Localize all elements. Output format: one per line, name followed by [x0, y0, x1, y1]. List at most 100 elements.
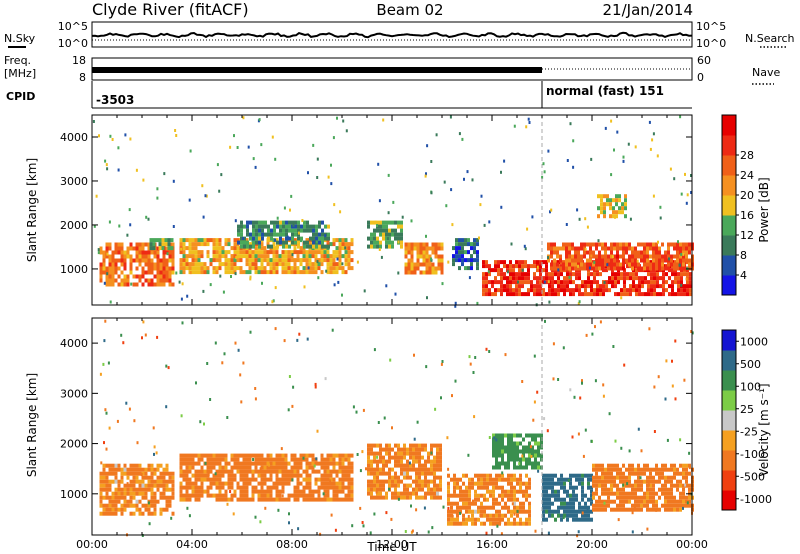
- power-speckle: [105, 163, 108, 167]
- power-speckle: [597, 239, 600, 243]
- power-cell: [500, 284, 503, 289]
- power-cell: [111, 266, 115, 271]
- power-cell: [688, 246, 691, 251]
- power-cell: [159, 278, 163, 283]
- velocity-speckle: [648, 327, 651, 331]
- velocity-cell: [525, 517, 528, 522]
- velocity-speckle: [214, 472, 217, 476]
- velocity-cell: [406, 467, 409, 472]
- velocity-cell: [132, 503, 136, 508]
- power-cell: [123, 266, 127, 271]
- velocity-cell: [595, 503, 598, 508]
- power-cell: [251, 254, 255, 259]
- velocity-cell: [144, 475, 148, 480]
- velocity-cell: [281, 489, 285, 494]
- power-cell: [577, 262, 580, 267]
- velocity-cell: [542, 473, 545, 478]
- velocity-cell: [272, 497, 276, 502]
- velocity-cell: [447, 493, 450, 498]
- power-cell: [560, 280, 563, 285]
- velocity-cell: [628, 495, 631, 500]
- velocity-cell: [326, 461, 330, 466]
- power-cell: [300, 224, 303, 229]
- power-cell: [619, 242, 622, 247]
- velocity-cell: [185, 453, 189, 458]
- velocity-colorbar-tick-label: 1000: [740, 335, 768, 348]
- power-cell: [246, 244, 249, 249]
- power-cell: [260, 270, 264, 275]
- velocity-cell: [323, 477, 327, 482]
- power-cell: [293, 250, 297, 255]
- power-speckle: [124, 133, 127, 137]
- power-cell: [494, 280, 497, 285]
- power-cell: [617, 276, 620, 281]
- velocity-cell: [123, 471, 127, 476]
- power-cell: [197, 262, 201, 267]
- power-cell: [347, 242, 351, 247]
- velocity-cell: [162, 475, 166, 480]
- power-cell: [536, 292, 539, 297]
- power-cell: [548, 272, 551, 277]
- velocity-cell: [278, 493, 282, 498]
- power-cell: [542, 260, 545, 265]
- power-cell: [344, 270, 348, 275]
- velocity-cell: [290, 465, 294, 470]
- power-speckle: [342, 119, 345, 123]
- velocity-cell: [557, 489, 560, 494]
- velocity-cell: [254, 457, 258, 462]
- velocity-cell: [489, 493, 492, 498]
- velocity-cell: [221, 453, 225, 458]
- power-cell: [120, 250, 124, 255]
- power-cell: [530, 280, 533, 285]
- power-cell: [614, 292, 617, 297]
- velocity-speckle: [537, 469, 540, 473]
- power-cell: [254, 258, 258, 263]
- power-cell: [551, 272, 554, 277]
- power-cell: [324, 244, 327, 249]
- velocity-cell: [622, 479, 625, 484]
- velocity-speckle: [679, 438, 682, 442]
- velocity-cell: [212, 477, 216, 482]
- velocity-cell: [367, 455, 370, 460]
- velocity-cell: [376, 463, 379, 468]
- velocity-cell: [400, 459, 403, 464]
- power-cell: [102, 262, 106, 267]
- power-cell: [482, 272, 485, 277]
- velocity-cell: [504, 505, 507, 510]
- velocity-cell: [492, 493, 495, 498]
- velocity-cell: [646, 483, 649, 488]
- velocity-cell: [239, 461, 243, 466]
- power-cell: [595, 254, 598, 259]
- power-cell: [557, 276, 560, 281]
- power-cell: [530, 284, 533, 289]
- velocity-cell: [495, 433, 498, 438]
- power-cell: [539, 264, 542, 269]
- power-cell: [557, 260, 560, 265]
- power-cell: [653, 284, 656, 289]
- velocity-cell: [436, 455, 439, 460]
- power-cell: [218, 254, 222, 259]
- velocity-cell: [266, 493, 270, 498]
- power-cell: [431, 242, 435, 247]
- power-cell: [335, 238, 339, 243]
- velocity-cell: [278, 477, 282, 482]
- velocity-cell: [628, 483, 631, 488]
- velocity-cell: [332, 497, 336, 502]
- power-cell: [111, 270, 115, 275]
- power-cell: [276, 224, 279, 229]
- velocity-cell: [652, 487, 655, 492]
- velocity-cell: [507, 441, 510, 446]
- velocity-cell: [560, 505, 563, 510]
- velocity-cell: [430, 479, 433, 484]
- velocity-cell: [501, 473, 504, 478]
- velocity-cell: [534, 461, 537, 466]
- power-cell: [314, 250, 318, 255]
- velocity-cell: [462, 505, 465, 510]
- velocity-cell: [278, 457, 282, 462]
- velocity-cell: [406, 451, 409, 456]
- velocity-speckle: [493, 436, 496, 440]
- velocity-cell: [203, 453, 207, 458]
- velocity-cell: [179, 465, 183, 470]
- power-cell: [264, 224, 267, 229]
- power-cell: [494, 276, 497, 281]
